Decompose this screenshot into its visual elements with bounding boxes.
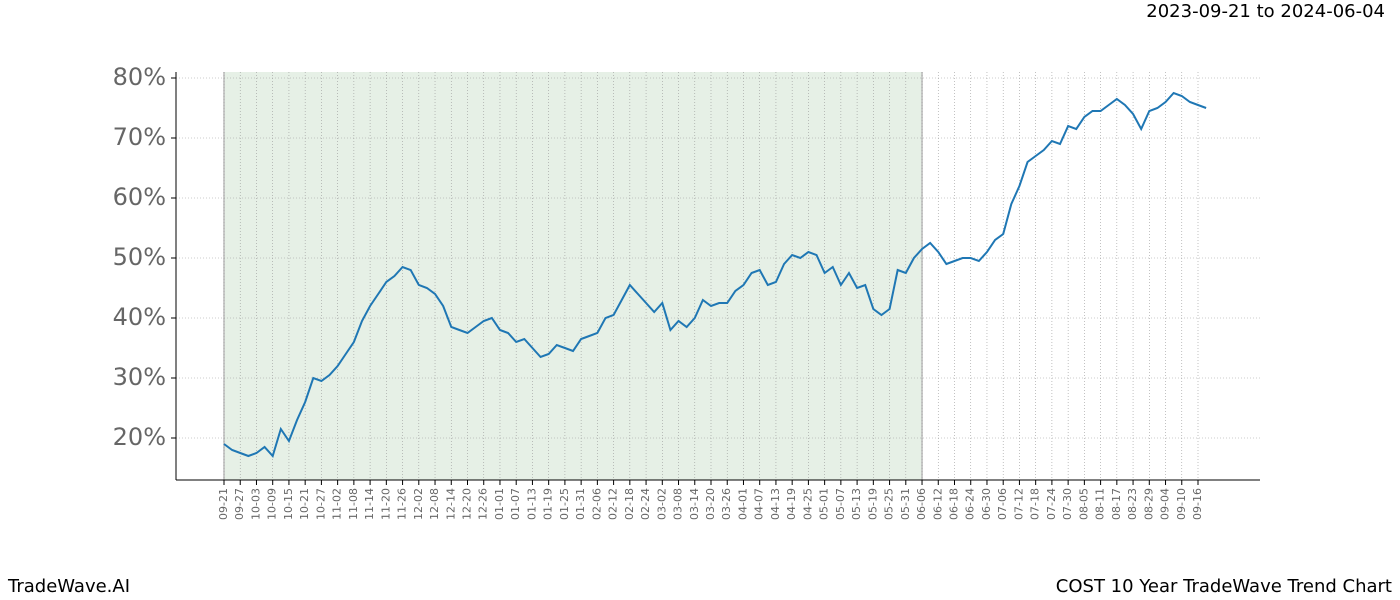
brand: TradeWave.AI (7, 576, 130, 597)
x-tick-label: 06-24 (964, 488, 977, 520)
x-tick-label: 08-11 (1094, 488, 1107, 520)
y-tick-label: 60% (113, 183, 166, 211)
x-tick-label: 11-26 (396, 488, 409, 520)
x-tick-label: 04-13 (769, 488, 782, 520)
x-tick-label: 09-27 (233, 488, 246, 520)
x-tick-label: 10-09 (266, 488, 279, 520)
x-tick-label: 04-07 (753, 488, 766, 520)
x-tick-label: 06-12 (931, 488, 944, 520)
footer-title: COST 10 Year TradeWave Trend Chart (1056, 576, 1392, 597)
x-tick-label: 10-27 (314, 488, 327, 520)
x-tick-label: 08-29 (1142, 488, 1155, 520)
x-tick-label: 05-13 (850, 488, 863, 520)
x-tick-label: 03-08 (672, 488, 685, 520)
x-tick-label: 05-07 (834, 488, 847, 520)
x-tick-label: 10-03 (249, 488, 262, 520)
x-tick-label: 01-31 (574, 488, 587, 520)
y-tick-label: 40% (113, 303, 166, 331)
x-tick-label: 07-30 (1061, 488, 1074, 520)
x-tick-label: 09-04 (1159, 488, 1172, 520)
x-tick-label: 06-30 (980, 488, 993, 520)
x-tick-label: 01-19 (542, 488, 555, 520)
x-tick-label: 05-25 (883, 488, 896, 520)
x-tick-label: 01-13 (525, 488, 538, 520)
x-tick-label: 10-15 (282, 488, 295, 520)
x-tick-label: 09-16 (1191, 488, 1204, 520)
x-tick-label: 03-14 (688, 488, 701, 520)
x-tick-label: 01-25 (558, 488, 571, 520)
x-tick-label: 04-01 (736, 488, 749, 520)
x-tick-label: 01-01 (493, 488, 506, 520)
x-tick-label: 11-14 (363, 488, 376, 520)
x-tick-label: 12-14 (444, 488, 457, 520)
x-tick-label: 11-20 (379, 488, 392, 520)
x-tick-label: 08-17 (1110, 488, 1123, 520)
x-tick-label: 09-10 (1175, 488, 1188, 520)
x-tick-label: 04-19 (785, 488, 798, 520)
x-tick-label: 07-24 (1045, 488, 1058, 520)
y-tick-label: 80% (113, 63, 166, 91)
x-tick-label: 03-20 (704, 488, 717, 520)
x-tick-label: 04-25 (801, 488, 814, 520)
line (223, 91, 1207, 458)
x-tick-label: 12-26 (477, 488, 490, 520)
x-tick-label: 07-18 (1029, 488, 1042, 520)
x-tick-label: 11-08 (347, 488, 360, 520)
y-tick-label: 30% (113, 363, 166, 391)
x-tick-label: 10-21 (298, 488, 311, 520)
x-tick-label: 03-02 (655, 488, 668, 520)
y-tick-label: 70% (113, 123, 166, 151)
x-tick-label: 08-23 (1126, 488, 1139, 520)
x-tick-label: 02-12 (607, 488, 620, 520)
x-tick-label: 12-20 (461, 488, 474, 520)
x-tick-label: 06-06 (915, 488, 928, 520)
x-tick-label: 02-24 (639, 488, 652, 520)
y-tick-label: 20% (113, 423, 166, 451)
date-range: 2023-09-21 to 2024-06-04 (1146, 1, 1385, 22)
x-tick-label: 01-07 (509, 488, 522, 520)
x-tick-label: 02-18 (623, 488, 636, 520)
x-tick-label: 12-08 (428, 488, 441, 520)
x-tick-label: 09-21 (217, 488, 230, 520)
x-tick-label: 06-18 (948, 488, 961, 520)
x-tick-label: 05-31 (899, 488, 912, 520)
x-tick-label: 05-19 (866, 488, 879, 520)
x-tick-label: 07-06 (996, 488, 1009, 520)
highlight-region (224, 72, 923, 480)
x-tick-label: 12-02 (412, 488, 425, 520)
x-tick-label: 02-06 (590, 488, 603, 520)
x-tick-label: 11-02 (331, 488, 344, 520)
x-tick-label: 03-26 (720, 488, 733, 520)
y-tick-label: 50% (113, 243, 166, 271)
x-tick-label: 07-12 (1012, 488, 1025, 520)
x-tick-label: 08-05 (1077, 488, 1090, 520)
x-tick-label: 05-01 (818, 488, 831, 520)
